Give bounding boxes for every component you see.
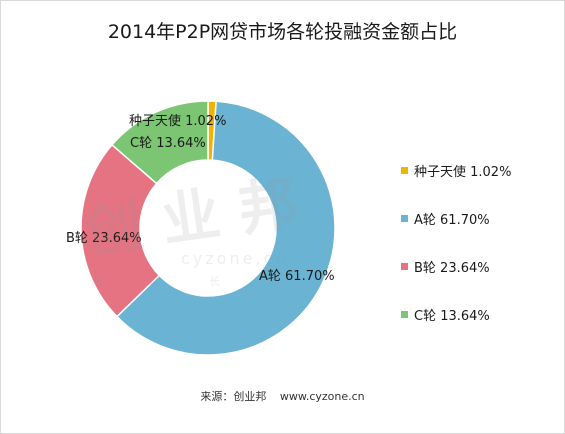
slice-label-a: A轮 61.70% — [259, 269, 335, 284]
chart-title: 2014年P2P网贷市场各轮投融资金额占比 — [107, 21, 458, 43]
legend-swatch — [401, 310, 408, 318]
slice-c — [110, 100, 209, 185]
source-prefix: 来源：创业邦 — [200, 390, 267, 403]
legend-swatch — [401, 214, 408, 222]
legend-item-c: C轮 13.64% — [401, 303, 511, 325]
chart-legend: 种子天使 1.02% A轮 61.70% B轮 23.64% C轮 13.64% — [401, 159, 511, 351]
legend-label: C轮 13.64% — [414, 308, 490, 324]
legend-label: B轮 23.64% — [414, 260, 490, 276]
legend-label: A轮 61.70% — [414, 212, 490, 228]
slice-label-c: C轮 13.64% — [130, 136, 206, 151]
source-note: 来源：创业邦 www.cyzone.cn — [1, 388, 564, 404]
legend-item-a: A轮 61.70% — [401, 207, 511, 229]
source-url: www.cyzone.cn — [279, 390, 365, 403]
slice-b — [80, 143, 161, 318]
legend-label: 种子天使 1.02% — [414, 164, 512, 180]
legend-swatch — [401, 262, 408, 270]
legend-item-seed: 种子天使 1.02% — [401, 159, 511, 181]
slice-label-b: B轮 23.64% — [66, 231, 142, 246]
slice-a — [115, 100, 336, 356]
legend-swatch — [401, 166, 408, 174]
donut-slices — [80, 100, 336, 356]
slice-label-seed: 种子天使 1.02% — [129, 113, 226, 129]
legend-item-b: B轮 23.64% — [401, 255, 511, 277]
